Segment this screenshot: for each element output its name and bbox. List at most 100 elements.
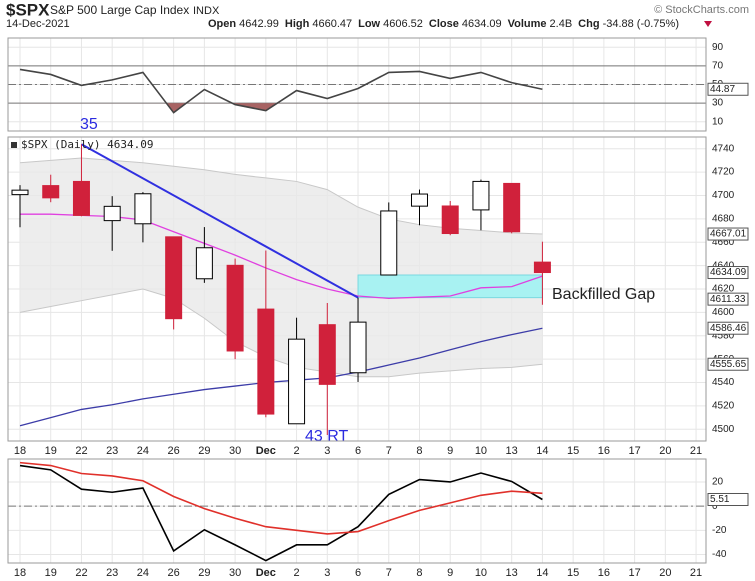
- candle-body: [472, 180, 490, 211]
- price-label-box: [707, 266, 749, 280]
- x-tick-label: 18: [14, 445, 26, 457]
- x-tick-label: 23: [106, 567, 118, 579]
- down-arrow: [704, 21, 712, 27]
- y-tick-label: 4540: [712, 377, 735, 388]
- trendline: [80, 143, 359, 299]
- x-tick-label: 16: [598, 567, 610, 579]
- x-tick-label: 19: [45, 445, 57, 457]
- price-label-box: [707, 292, 749, 306]
- candle-body: [257, 308, 275, 415]
- y-tick-label: 4580: [712, 330, 735, 341]
- x-tick-label: 9: [447, 567, 453, 579]
- candle-body: [11, 189, 29, 196]
- x-tick-label: 17: [628, 445, 640, 457]
- quote-label: Open: [208, 18, 236, 30]
- candle-body: [410, 193, 428, 207]
- x-tick-label: 10: [475, 567, 487, 579]
- candle-body: [226, 264, 244, 352]
- candle-body: [72, 180, 90, 216]
- quote-label: Chg: [578, 18, 599, 30]
- band-lower: [19, 288, 543, 378]
- y-tick-label: 4620: [712, 284, 735, 295]
- x-tick-label: 2: [294, 445, 300, 457]
- date: 14-Dec-2021: [6, 18, 70, 30]
- price-label: 4611.33: [710, 294, 746, 305]
- price-label: 44.87: [710, 84, 735, 95]
- price-label-box: [707, 492, 749, 506]
- x-tick-label: Dec: [256, 445, 276, 457]
- quote-value: -34.88 (-0.75%): [603, 18, 679, 30]
- candle-body: [318, 324, 336, 385]
- y-tick-label: 4680: [712, 213, 735, 224]
- y-tick-label: 4640: [712, 260, 735, 271]
- price-label: 4586.46: [710, 323, 747, 334]
- price-label-box: [707, 227, 749, 241]
- x-tick-label: 9: [447, 445, 453, 457]
- x-tick-label: 15: [567, 445, 579, 457]
- y-tick-label: 4720: [712, 167, 735, 178]
- y-tick-label: 4660: [712, 237, 735, 248]
- x-tick-label: 22: [75, 445, 87, 457]
- x-tick-label: 29: [198, 445, 210, 457]
- y-tick-label: 4600: [712, 307, 735, 318]
- x-tick-label: 21: [690, 567, 702, 579]
- quote-label: Close: [429, 18, 459, 30]
- candle-body: [165, 236, 183, 320]
- panel-frame: [7, 136, 707, 442]
- y-tick-label: 20: [712, 477, 724, 488]
- quote-value: 4634.09: [462, 18, 502, 30]
- x-tick-label: 16: [598, 445, 610, 457]
- y-tick-label: 90: [712, 42, 724, 53]
- candle-body: [441, 205, 459, 235]
- y-tick-label: 10: [712, 116, 724, 127]
- x-tick-label: 19: [45, 567, 57, 579]
- series-line: [19, 68, 543, 114]
- quote-line: Open 4642.99 High 4660.47 Low 4606.52 Close 463…: [208, 18, 679, 30]
- x-tick-label: 10: [475, 445, 487, 457]
- x-tick-label: 22: [75, 567, 87, 579]
- candle-body: [42, 185, 60, 199]
- price-label: 4667.01: [710, 229, 747, 240]
- x-tick-label: 14: [536, 445, 548, 457]
- candle-body: [380, 210, 398, 276]
- y-tick-label: 30: [712, 98, 724, 109]
- x-tick-label: 30: [229, 445, 241, 457]
- annotation: 43 RT: [305, 428, 349, 445]
- x-tick-label: 21: [690, 445, 702, 457]
- price-label: 4555.65: [710, 359, 747, 370]
- price-label-box: [707, 357, 749, 371]
- x-tick-label: 6: [355, 445, 361, 457]
- x-tick-label: 29: [198, 567, 210, 579]
- candle-body: [533, 261, 551, 274]
- x-tick-label: 13: [506, 567, 518, 579]
- y-tick-label: 4500: [712, 424, 735, 435]
- x-tick-label: 18: [14, 567, 26, 579]
- index-name: S&P 500 Large Cap Index: [50, 3, 189, 17]
- x-tick-label: 8: [416, 445, 422, 457]
- quote-value: 4606.52: [383, 18, 423, 30]
- x-tick-label: 26: [168, 445, 180, 457]
- quote-label: Low: [358, 18, 380, 30]
- x-tick-label: 20: [659, 445, 671, 457]
- price-label: 4634.09: [710, 267, 747, 278]
- x-tick-label: Dec: [256, 567, 276, 579]
- credit: © StockCharts.com: [654, 4, 749, 16]
- x-tick-label: 7: [386, 445, 392, 457]
- panel-frame: [7, 458, 707, 564]
- quote-value: 4642.99: [239, 18, 279, 30]
- gap-zone: [357, 274, 543, 299]
- y-tick-label: 4520: [712, 401, 735, 412]
- symbol: $SPX: [6, 0, 50, 19]
- price-label: 5.51: [710, 494, 730, 505]
- y-tick-label: 4700: [712, 190, 735, 201]
- y-tick-label: -40: [712, 549, 727, 560]
- x-tick-label: 3: [324, 445, 330, 457]
- annotation: 35: [80, 116, 98, 133]
- series-line: [19, 461, 543, 535]
- x-tick-label: 17: [628, 567, 640, 579]
- candle-body: [503, 182, 521, 233]
- moving-average: [19, 327, 543, 427]
- x-tick-label: 30: [229, 567, 241, 579]
- candle-body: [134, 193, 152, 225]
